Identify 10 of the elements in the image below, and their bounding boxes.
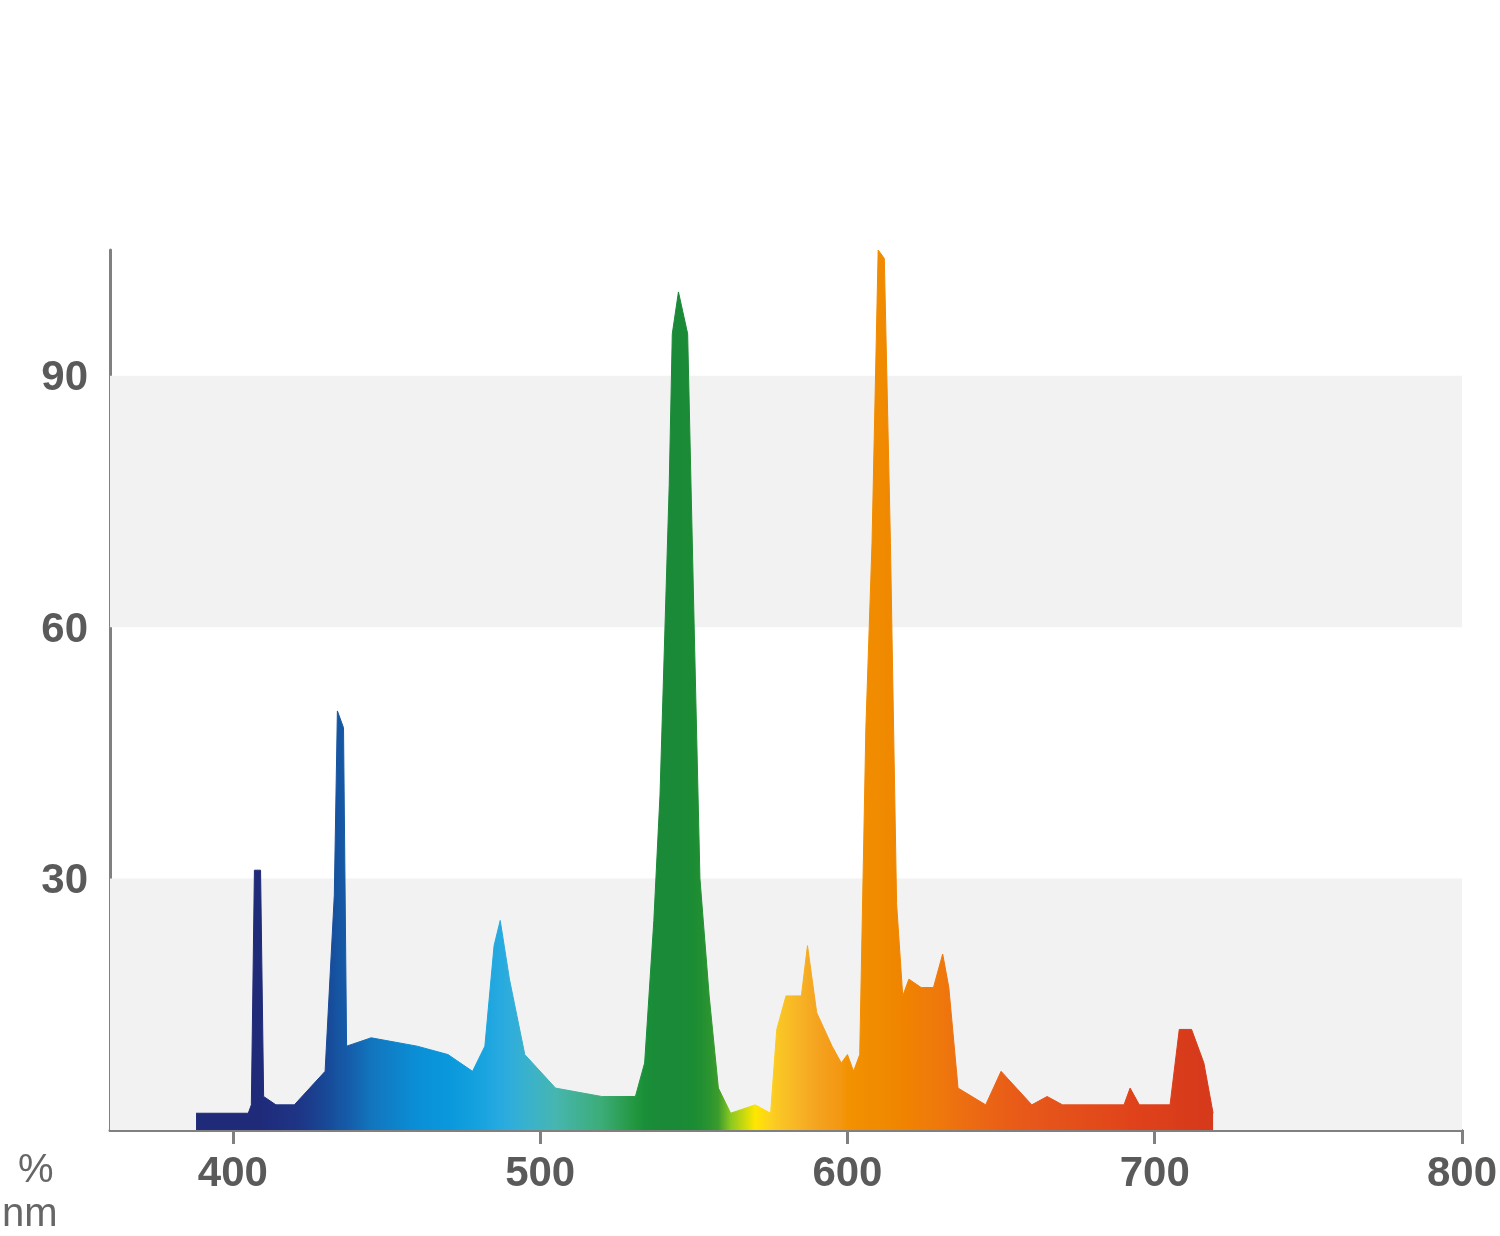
y-axis-title: % (18, 1146, 54, 1190)
x-tick-label: 500 (505, 1147, 576, 1195)
x-tick-label: 400 (197, 1147, 268, 1195)
x-axis-title: nm (2, 1190, 58, 1234)
x-tick-label: 600 (812, 1147, 883, 1195)
y-tick-label: 60 (41, 603, 88, 651)
y-tick-label: 30 (41, 855, 88, 903)
x-tick-label: 800 (1426, 1147, 1497, 1195)
y-tick-label: 90 (41, 352, 88, 400)
x-tick-label: 700 (1119, 1147, 1190, 1195)
